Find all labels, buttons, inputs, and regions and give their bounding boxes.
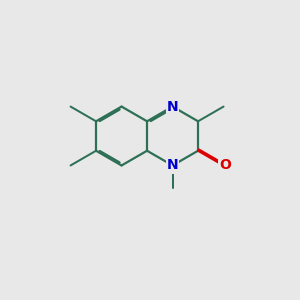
Text: N: N	[167, 100, 178, 114]
Text: O: O	[219, 158, 231, 172]
Text: N: N	[167, 158, 178, 172]
